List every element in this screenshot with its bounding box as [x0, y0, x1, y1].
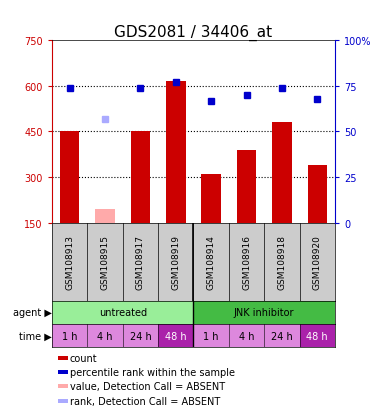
Text: untreated: untreated	[99, 308, 147, 318]
Text: JNK inhibitor: JNK inhibitor	[234, 308, 295, 318]
Text: 24 h: 24 h	[129, 331, 151, 341]
Text: GSM108916: GSM108916	[242, 235, 251, 290]
Bar	[264, 324, 300, 348]
Bar	[60, 132, 79, 223]
Text: GSM108919: GSM108919	[171, 235, 180, 290]
Bar	[87, 324, 123, 348]
Text: 1 h: 1 h	[62, 331, 77, 341]
Bar	[166, 82, 186, 223]
Bar	[131, 132, 150, 223]
Text: GSM108918: GSM108918	[277, 235, 286, 290]
Text: 48 h: 48 h	[306, 331, 328, 341]
Bar	[158, 324, 193, 348]
Bar	[193, 301, 335, 324]
Text: rank, Detection Call = ABSENT: rank, Detection Call = ABSENT	[70, 396, 220, 406]
Text: percentile rank within the sample: percentile rank within the sample	[70, 367, 234, 377]
Bar	[58, 356, 67, 360]
Text: 4 h: 4 h	[239, 331, 254, 341]
Text: GSM108913: GSM108913	[65, 235, 74, 290]
Text: value, Detection Call = ABSENT: value, Detection Call = ABSENT	[70, 382, 224, 392]
Text: GSM108917: GSM108917	[136, 235, 145, 290]
Text: agent ▶: agent ▶	[13, 308, 52, 318]
Bar	[58, 399, 67, 403]
Text: count: count	[70, 353, 97, 363]
Text: 4 h: 4 h	[97, 331, 113, 341]
Bar	[52, 324, 87, 348]
Bar	[58, 385, 67, 389]
Bar	[272, 123, 291, 223]
Bar	[300, 324, 335, 348]
Bar	[308, 166, 327, 223]
Text: GSM108914: GSM108914	[207, 235, 216, 290]
Bar	[229, 324, 264, 348]
Text: GSM108920: GSM108920	[313, 235, 322, 290]
Bar	[193, 324, 229, 348]
Text: 1 h: 1 h	[203, 331, 219, 341]
Text: GSM108915: GSM108915	[100, 235, 110, 290]
Bar	[237, 150, 256, 223]
Bar	[123, 324, 158, 348]
Bar	[58, 370, 67, 374]
Title: GDS2081 / 34406_at: GDS2081 / 34406_at	[114, 25, 273, 41]
Text: 48 h: 48 h	[165, 331, 187, 341]
Bar	[52, 301, 193, 324]
Text: time ▶: time ▶	[19, 331, 52, 341]
Bar	[201, 175, 221, 223]
Bar	[95, 209, 115, 223]
Text: 24 h: 24 h	[271, 331, 293, 341]
